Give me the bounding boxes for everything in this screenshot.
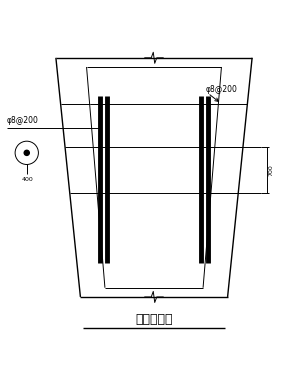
- Text: φ8@200: φ8@200: [7, 116, 39, 125]
- Text: 护壁加筋图: 护壁加筋图: [135, 313, 173, 326]
- Circle shape: [24, 150, 29, 155]
- Text: φ8@200: φ8@200: [206, 84, 238, 94]
- Text: 400: 400: [22, 177, 34, 182]
- Text: 700: 700: [269, 164, 274, 175]
